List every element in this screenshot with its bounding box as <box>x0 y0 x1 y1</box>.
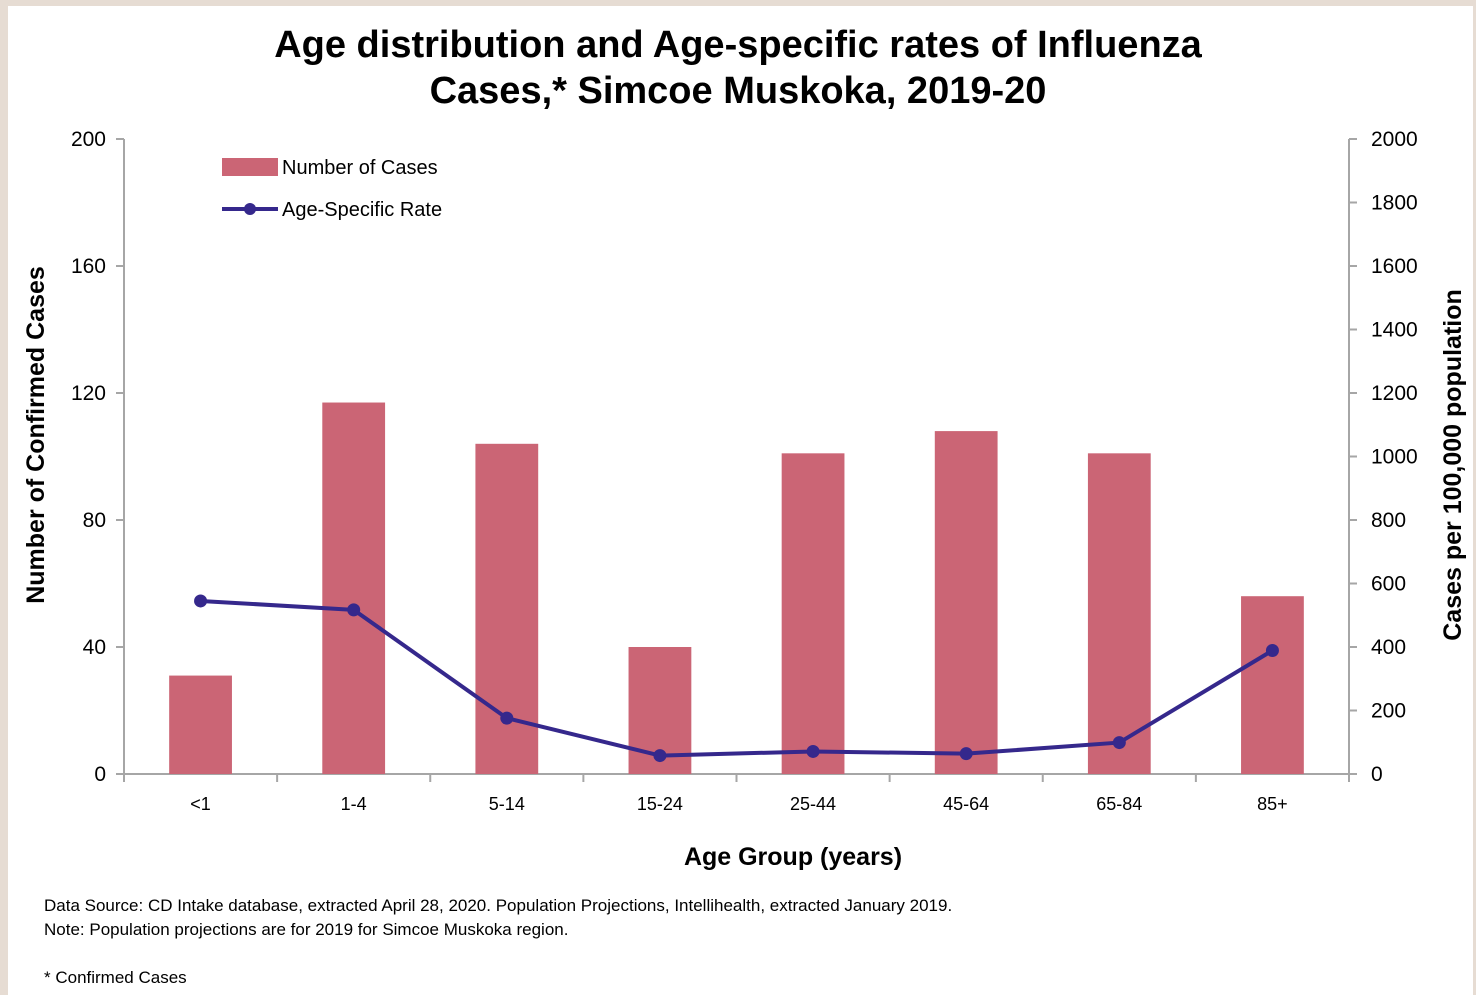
bar <box>1241 596 1304 774</box>
y2-tick-label: 1000 <box>1371 446 1418 469</box>
y2-tick-label: 0 <box>1371 763 1383 786</box>
rate-line <box>200 598 1274 758</box>
y2-tick-label: 400 <box>1371 636 1406 659</box>
rate-point <box>959 747 973 761</box>
rate-point <box>806 744 820 758</box>
y2-tick-label: 1800 <box>1371 192 1418 215</box>
y2-tick-label: 200 <box>1371 700 1406 723</box>
data-source-note: Data Source: CD Intake database, extract… <box>44 896 953 915</box>
rate-point <box>500 711 514 725</box>
y2-axis-title: Cases per 100,000 population <box>1439 289 1467 641</box>
y-tick-label: 160 <box>71 255 106 278</box>
x-tick-label: 85+ <box>1257 794 1288 814</box>
chart-title-line-2: Cases,* Simcoe Muskoka, 2019-20 <box>429 70 1047 112</box>
x-tick-label: 5-14 <box>489 794 525 814</box>
x-tick-label: 15-24 <box>637 794 683 814</box>
bar <box>322 402 386 774</box>
y2-tick-label: 1200 <box>1371 382 1418 405</box>
y-tick-label: 40 <box>83 636 106 659</box>
x-tick-label: 1-4 <box>341 794 367 814</box>
chart-title-line-1: Age distribution and Age-specific rates … <box>274 24 1202 66</box>
y-axis-title: Number of Confirmed Cases <box>22 266 50 604</box>
combo-chart: 0408012016020002004006008001000120014001… <box>22 128 1467 871</box>
rate-point <box>1112 736 1126 750</box>
x-tick-label: 65-84 <box>1096 794 1142 814</box>
x-tick-label: 45-64 <box>943 794 989 814</box>
bar <box>169 675 232 774</box>
chart-notes: Data Source: CD Intake database, extract… <box>44 894 952 990</box>
y-tick-label: 200 <box>71 128 106 151</box>
y2-tick-label: 1600 <box>1371 255 1418 278</box>
bar-series <box>169 402 1304 774</box>
axis-labels: Age Group (years) Number of Confirmed Ca… <box>22 266 1467 871</box>
x-tick-label: <1 <box>190 794 211 814</box>
rate-point <box>194 594 208 608</box>
legend-label-rate: Age-Specific Rate <box>282 199 442 221</box>
rate-point <box>1265 643 1279 657</box>
y2-tick-label: 2000 <box>1371 128 1418 151</box>
line-series <box>194 594 1279 763</box>
rate-point <box>347 603 361 617</box>
y-tick-label: 120 <box>71 382 106 405</box>
chart-axes: 0408012016020002004006008001000120014001… <box>71 128 1418 814</box>
page-frame-left <box>0 0 8 995</box>
x-tick-label: 25-44 <box>790 794 836 814</box>
x-axis-title: Age Group (years) <box>684 843 902 871</box>
bar <box>781 453 845 774</box>
bar <box>1087 453 1151 774</box>
page-frame-right <box>1473 0 1476 995</box>
rate-point <box>653 749 667 763</box>
y-tick-label: 80 <box>83 509 106 532</box>
y-tick-label: 0 <box>94 763 106 786</box>
chart-title: Age distribution and Age-specific rates … <box>40 22 1436 114</box>
legend-swatch-cases <box>222 158 278 176</box>
y2-tick-label: 600 <box>1371 573 1406 596</box>
bar <box>934 431 998 774</box>
legend-swatch-rate-marker <box>244 203 256 215</box>
population-note: Note: Population projections are for 201… <box>44 920 569 939</box>
confirmed-cases-footnote: * Confirmed Cases <box>44 968 187 987</box>
y2-tick-label: 1400 <box>1371 319 1418 342</box>
page-frame-top <box>0 0 1476 6</box>
legend-label-cases: Number of Cases <box>282 157 438 179</box>
legend: Number of Cases Age-Specific Rate <box>222 157 442 221</box>
y2-tick-label: 800 <box>1371 509 1406 532</box>
